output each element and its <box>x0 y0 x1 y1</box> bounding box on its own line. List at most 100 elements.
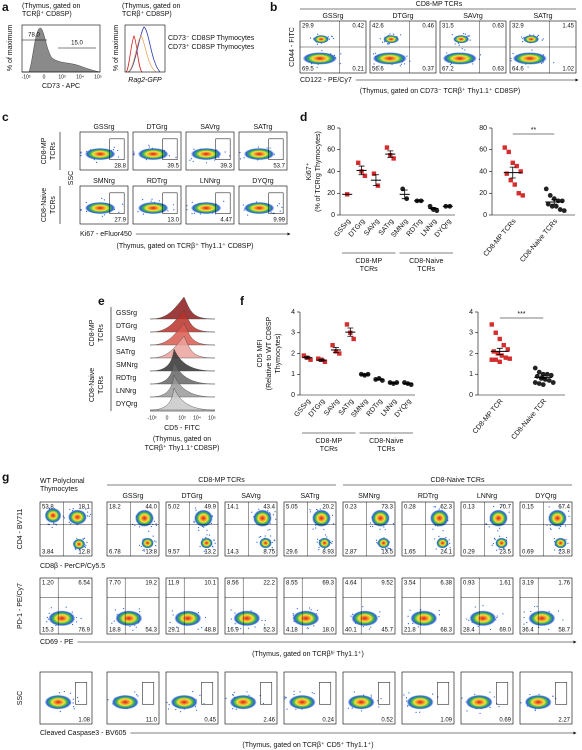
quadrant-value: 0.21 <box>352 67 364 73</box>
quadrant-value: 4.18 <box>286 628 298 634</box>
event-dot <box>353 691 355 693</box>
group-label: TCRs <box>98 324 105 342</box>
plot-frame <box>79 185 129 225</box>
density <box>243 201 275 215</box>
y-tick-label: 60 <box>479 147 487 154</box>
y-axis-label: Ki67⁺ <box>305 162 313 180</box>
event-dot <box>472 63 474 65</box>
data-point <box>362 173 368 179</box>
density <box>68 509 87 525</box>
plot-frame <box>519 671 573 725</box>
density <box>115 610 143 627</box>
gating-note: (Thymus, gated on CD73⁻ TCRβ⁺ Thy1.1⁺ CD… <box>360 87 520 95</box>
plot-name: DYQrg <box>252 178 274 185</box>
event-dot <box>409 609 411 611</box>
event-dot <box>87 511 89 513</box>
quadrant-value: 8.75 <box>263 550 275 556</box>
y-tick-label: 0 <box>469 392 473 399</box>
column-name: SAVrg <box>241 493 261 500</box>
column-header: WT Polyclonal <box>40 478 85 485</box>
event-dot <box>179 711 182 713</box>
plot-frame <box>39 577 93 635</box>
event-dot <box>541 39 543 41</box>
histogram-ridge <box>149 387 216 411</box>
event-dot <box>278 203 281 205</box>
event-dot <box>199 694 201 696</box>
x-axis-label: CD69 - PE <box>40 639 74 646</box>
group-header: CD8-Naive TCRs <box>431 477 485 484</box>
y-axis-label: CD44 - FITC <box>289 27 296 67</box>
event-dot <box>403 63 406 65</box>
x-tick-label: -10³ <box>148 415 157 421</box>
panel-letter: d <box>300 110 307 124</box>
gate-value: 15.0 <box>71 41 83 47</box>
data-point <box>536 381 542 386</box>
event-dot <box>71 623 74 626</box>
group-label: CD8-Naive <box>409 258 443 265</box>
event-dot <box>306 627 308 629</box>
quadrant-value: 5.05 <box>286 505 298 511</box>
plot-name: DTGrg <box>147 124 168 131</box>
event-dot <box>445 548 448 550</box>
event-dot <box>370 694 372 696</box>
data-point <box>516 191 521 196</box>
group-label: TCRs <box>98 376 105 394</box>
quadrant-value: 76.9 <box>78 628 90 634</box>
event-dot <box>264 535 266 537</box>
quadrant-value: 0.28 <box>404 505 416 511</box>
event-dot <box>199 545 201 548</box>
data-point <box>506 149 511 155</box>
quadrant-value: 0.37 <box>422 67 434 73</box>
event-dot <box>448 539 450 541</box>
event-dot <box>438 535 440 537</box>
density <box>430 509 449 527</box>
event-dot <box>375 539 378 541</box>
quadrant-value: 2.87 <box>345 550 357 556</box>
event-dot <box>392 33 395 35</box>
x-tick-label: -10³ <box>22 74 31 80</box>
event-dot <box>225 697 227 699</box>
quadrant-value: 13.5 <box>381 550 393 556</box>
y-tick-label: 3 <box>291 330 295 337</box>
group-label: CD8-MP <box>315 438 342 445</box>
event-dot <box>259 536 262 538</box>
event-dot <box>243 209 245 211</box>
data-point <box>544 371 550 377</box>
y-axis-label: PD-1 - PE/Cy7 <box>17 583 24 629</box>
event-dot <box>469 35 471 37</box>
event-dot <box>233 691 235 694</box>
event-dot <box>271 547 273 549</box>
event-dot <box>75 548 77 550</box>
event-dot <box>308 607 311 609</box>
event-dot <box>537 34 540 36</box>
gate-value: 2.27 <box>558 718 570 724</box>
event-dot <box>112 149 115 151</box>
event-dot <box>316 538 319 540</box>
plot-frame <box>185 131 235 171</box>
y-axis-label: % of maximum <box>113 25 120 71</box>
event-dot <box>419 711 421 713</box>
event-dot <box>568 510 570 512</box>
plot-frame <box>460 671 514 725</box>
error-bar <box>358 165 365 176</box>
event-dot <box>549 527 551 529</box>
event-dot <box>194 706 197 708</box>
event-dot <box>171 610 173 612</box>
density <box>137 147 169 161</box>
event-dot <box>498 527 501 529</box>
plot-frame <box>519 501 573 557</box>
plot-frame <box>342 501 396 557</box>
event-dot <box>529 693 531 696</box>
quadrant-value: 19.2 <box>145 581 157 587</box>
error-bar <box>318 358 325 362</box>
y-axis-label: % of maximum <box>7 25 14 71</box>
density <box>259 537 272 549</box>
event-dot <box>235 708 237 710</box>
event-dot <box>273 539 275 541</box>
x-tick-label: DTGrg <box>348 218 367 239</box>
event-dot <box>510 60 512 62</box>
gate <box>268 192 284 214</box>
plot-name: LNNrg <box>200 178 220 185</box>
event-dot <box>362 625 364 628</box>
quadrant-value: 0.29 <box>463 550 475 556</box>
